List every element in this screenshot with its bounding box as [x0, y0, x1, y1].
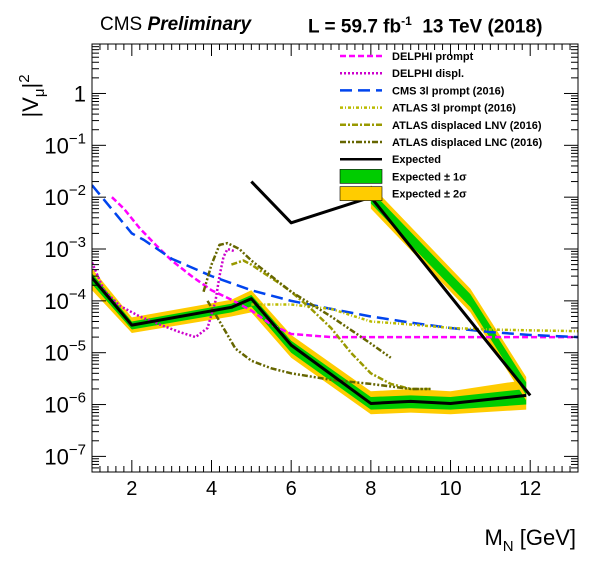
x-axis-title: MN [GeV] — [484, 525, 576, 555]
legend-label: DELPHI displ. — [392, 68, 464, 80]
legend-label: ATLAS displaced LNV (2016) — [392, 120, 542, 132]
x-tick-label: 8 — [365, 478, 376, 500]
y-axis: 10−7 10−6 10−5 10−4 10−3 10−2 10−1 1 — [44, 43, 578, 473]
legend: DELPHI prompt DELPHI displ. CMS 3l prompt … — [339, 51, 542, 201]
legend-label: Expected ± 2σ — [392, 189, 467, 201]
legend-label: ATLAS displaced LNC (2016) — [392, 137, 542, 149]
expected-bands — [92, 185, 527, 415]
band-edge-1sigma — [370, 190, 527, 396]
x-tick-label: 6 — [286, 478, 297, 500]
series-atlas-displaced-lnc-2016-6 — [206, 300, 431, 391]
series-expected-8 — [250, 180, 532, 397]
x-tick-label: 2 — [126, 478, 137, 500]
y-tick-label: 10−4 — [44, 286, 86, 314]
lumi-prefix: L = 59.7 fb — [308, 16, 402, 38]
luminosity-label: L = 59.7 fb-1 13 TeV (2018) — [308, 14, 542, 38]
legend-swatch — [339, 169, 383, 184]
legend-swatch — [339, 186, 383, 201]
legend-label: Expected — [392, 154, 441, 166]
series-atlas-displaced-lnc-2016-5 — [202, 241, 392, 359]
x-axis: 2 4 6 8 10 12 — [99, 44, 579, 500]
y-tick-label: 10−7 — [44, 441, 86, 469]
x-tick-label: 12 — [519, 478, 541, 500]
legend-label: ATLAS 3l prompt (2016) — [392, 103, 516, 115]
y-tick-label: 10−6 — [44, 390, 86, 418]
legend-label: Expected ± 1σ — [392, 171, 467, 183]
limit-curves — [92, 180, 578, 405]
y-tick-label: 1 — [74, 81, 86, 106]
experiment-name: CMS — [100, 14, 143, 35]
series-delphi-prompt-0 — [111, 196, 578, 339]
series-atlas-displaced-lnv-2016-4 — [231, 259, 431, 391]
legend-label: CMS 3l prompt (2016) — [392, 85, 505, 97]
series-delphi-displ-1 — [92, 247, 236, 339]
y-tick-label: 10−2 — [44, 182, 86, 210]
y-tick-label: 10−3 — [44, 234, 86, 262]
lumi-exponent: -1 — [401, 14, 412, 28]
y-tick-label: 10−1 — [44, 130, 86, 158]
plot-frame — [91, 43, 579, 473]
band-1sigma — [92, 273, 527, 410]
energy-year: 13 TeV (2018) — [422, 16, 543, 38]
y-axis-title: |Vμ|2 — [16, 74, 48, 117]
x-tick-label: 10 — [439, 478, 461, 500]
legend-label: DELPHI prompt — [392, 51, 474, 63]
series-atlas-3l-prompt-2016-3 — [251, 303, 578, 333]
y-tick-label: 10−5 — [44, 338, 86, 366]
series-expected-7 — [92, 276, 527, 405]
status-label: Preliminary — [147, 14, 252, 35]
experiment-label: CMS Preliminary — [100, 14, 251, 36]
x-tick-label: 4 — [206, 478, 217, 500]
